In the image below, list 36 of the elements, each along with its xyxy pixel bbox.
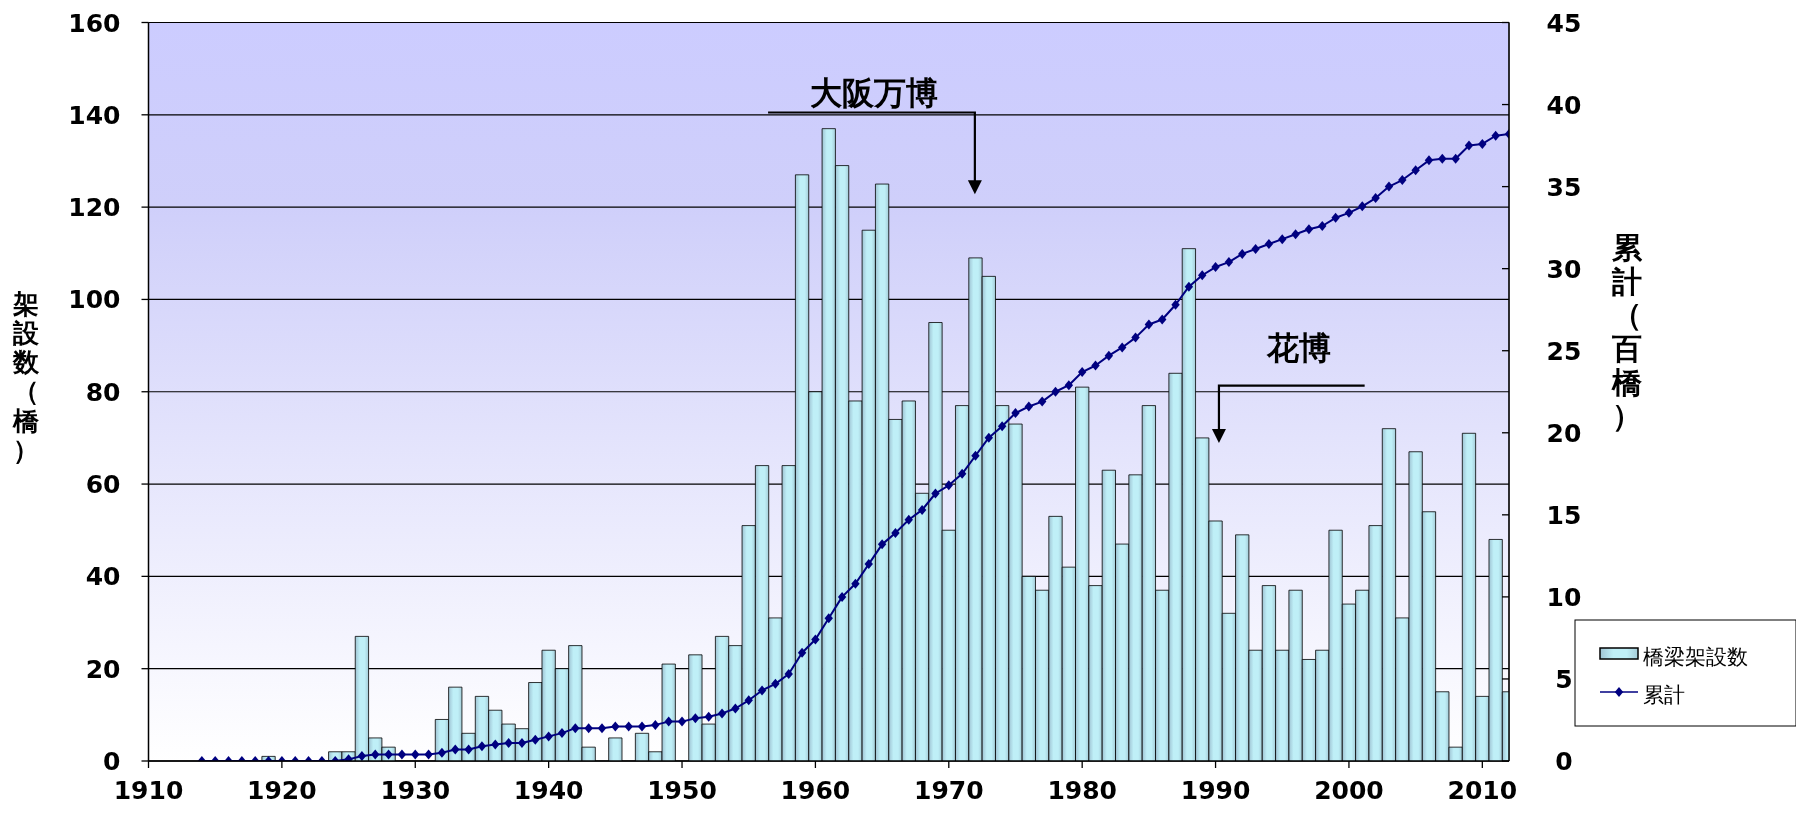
y-tick-label: 0: [103, 747, 121, 776]
x-tick-label: 1990: [1180, 776, 1251, 805]
annotation: 花博: [1265, 329, 1331, 368]
x-tick-label: 1960: [780, 776, 851, 805]
y2-tick-label: 0: [1555, 747, 1573, 776]
y2-axis-title: 累計（百橋）: [1611, 230, 1643, 434]
x-tick-label: 1920: [247, 776, 317, 805]
y-tick-label: 160: [68, 8, 121, 38]
y2-tick-label: 30: [1546, 254, 1582, 284]
y-tick-label: 80: [85, 377, 121, 407]
y-tick-label: 140: [68, 100, 121, 130]
y2-tick-label: 40: [1546, 90, 1582, 120]
y-tick-label: 60: [85, 470, 121, 500]
y2-tick-label: 25: [1546, 336, 1582, 366]
y2-tick-label: 10: [1546, 582, 1582, 612]
x-tick-label: 1910: [113, 776, 184, 805]
annotation: 大阪万博: [810, 73, 939, 112]
x-tick-label: 1980: [1047, 776, 1117, 805]
y2-tick-label: 20: [1546, 418, 1582, 448]
legend-label: 累計: [1643, 683, 1685, 707]
x-tick-label: 2000: [1314, 776, 1384, 805]
x-tick-label: 1930: [380, 776, 451, 805]
y2-tick-label: 5: [1555, 664, 1573, 694]
y-tick-label: 20: [85, 654, 121, 684]
y-tick-label: 120: [68, 193, 121, 223]
y2-tick-label: 35: [1546, 172, 1582, 202]
y-tick-label: 40: [85, 562, 121, 592]
x-tick-label: 1970: [914, 776, 984, 805]
y2-tick-label: 45: [1546, 8, 1582, 38]
y-tick-label: 100: [68, 285, 121, 315]
x-tick-label: 2010: [1447, 776, 1518, 805]
x-tick-label: 1950: [647, 776, 717, 805]
y-axis-title: 架設数（橋）: [12, 289, 40, 465]
legend-label: 橋梁架設数: [1643, 645, 1748, 669]
y2-tick-label: 15: [1546, 500, 1582, 530]
x-tick-label: 1940: [513, 776, 584, 805]
